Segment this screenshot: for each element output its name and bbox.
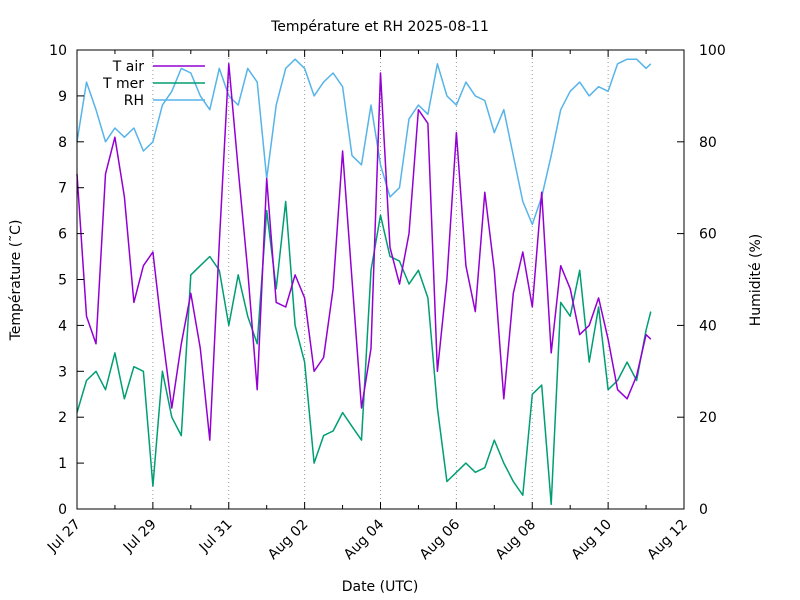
y-tick-label: 8 — [58, 135, 67, 151]
y-tick-label: 7 — [58, 181, 67, 197]
x-gridlines — [152, 50, 609, 509]
y-tick-label: 4 — [58, 318, 67, 334]
y-tick-label: 6 — [58, 227, 67, 243]
legend-label: T mer — [102, 76, 144, 92]
x-tick-label: Aug 06 — [417, 516, 463, 562]
chart-title: Température et RH 2025-08-11 — [270, 19, 489, 35]
y-tick-label: 2 — [58, 410, 67, 426]
x-axis-label: Date (UTC) — [342, 579, 419, 595]
y-tick-label: 10 — [49, 43, 67, 59]
x-tick-label: Jul 29 — [120, 517, 160, 557]
series-line-t-mer — [76, 200, 652, 506]
y2-tick-label: 100 — [699, 43, 726, 59]
series-line-t-air — [76, 63, 652, 441]
series-layer — [76, 58, 652, 506]
y-tick-label: 5 — [58, 273, 67, 289]
y-tick-label: 3 — [58, 364, 67, 380]
axis-ticks: Jul 27 Jul 29 Jul 31 Aug 02 Aug 04 Aug 06 Aug … — [44, 43, 726, 563]
y2-tick-label: 0 — [699, 502, 708, 518]
y-axis-label: Température (˜C) — [8, 220, 24, 342]
x-tick-label: Aug 02 — [265, 517, 311, 563]
y-tick-label: 9 — [58, 89, 67, 105]
y2-tick-label: 60 — [699, 227, 717, 243]
y-tick-label: 1 — [58, 456, 67, 472]
y2-tick-label: 20 — [699, 410, 717, 426]
series-line-rh — [76, 58, 652, 226]
legend-label: T air — [112, 59, 144, 75]
x-tick-label: Jul 31 — [196, 517, 236, 557]
y2-tick-label: 80 — [699, 135, 717, 151]
y2-tick-label: 40 — [699, 318, 717, 334]
y2-axis-label: Humidité (%) — [748, 234, 764, 326]
x-tick-label: Aug 04 — [341, 516, 387, 562]
y-tick-label: 0 — [58, 502, 67, 518]
legend-label: RH — [124, 93, 144, 109]
x-tick-label: Aug 08 — [493, 517, 539, 563]
x-tick-label: Jul 27 — [44, 517, 84, 557]
x-tick-label: Aug 12 — [644, 517, 690, 563]
x-tick-label: Aug 10 — [569, 517, 615, 563]
